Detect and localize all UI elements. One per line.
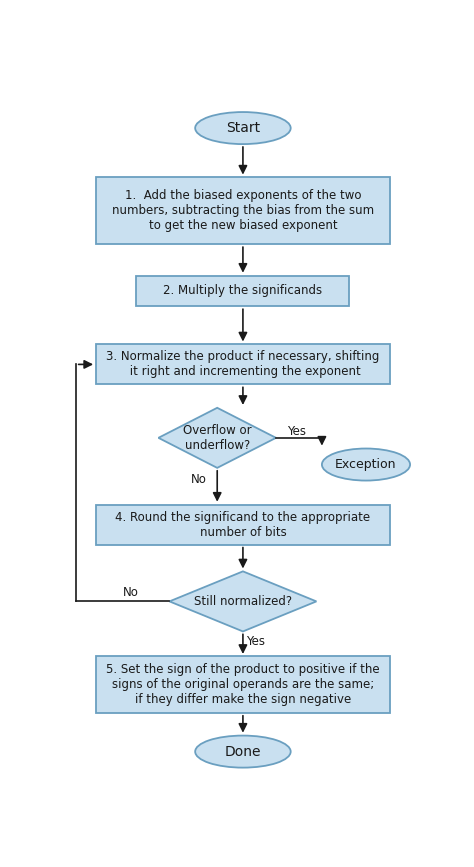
Text: 1.  Add the biased exponents of the two
numbers, subtracting the bias from the s: 1. Add the biased exponents of the two n… [112, 189, 374, 232]
Text: 2. Multiply the significands: 2. Multiply the significands [164, 284, 322, 297]
FancyBboxPatch shape [137, 276, 349, 306]
Text: Start: Start [226, 121, 260, 135]
Ellipse shape [322, 448, 410, 480]
FancyBboxPatch shape [96, 178, 390, 244]
FancyBboxPatch shape [96, 656, 390, 714]
Text: Exception: Exception [335, 458, 397, 471]
Polygon shape [169, 571, 316, 631]
Text: Done: Done [225, 745, 261, 759]
Text: Still normalized?: Still normalized? [194, 595, 292, 608]
Text: No: No [191, 473, 207, 486]
FancyBboxPatch shape [96, 344, 390, 384]
Ellipse shape [195, 735, 291, 767]
Text: Yes: Yes [287, 425, 306, 438]
Text: Overflow or
underflow?: Overflow or underflow? [183, 424, 252, 452]
Text: 3. Normalize the product if necessary, shifting
 it right and incrementing the e: 3. Normalize the product if necessary, s… [106, 350, 380, 378]
FancyBboxPatch shape [96, 505, 390, 544]
Polygon shape [158, 407, 276, 468]
Text: 4. Round the significand to the appropriate
number of bits: 4. Round the significand to the appropri… [115, 511, 371, 538]
Text: Yes: Yes [246, 635, 265, 648]
Ellipse shape [195, 112, 291, 144]
Text: 5. Set the sign of the product to positive if the
signs of the original operands: 5. Set the sign of the product to positi… [106, 663, 380, 707]
Text: No: No [123, 586, 139, 599]
